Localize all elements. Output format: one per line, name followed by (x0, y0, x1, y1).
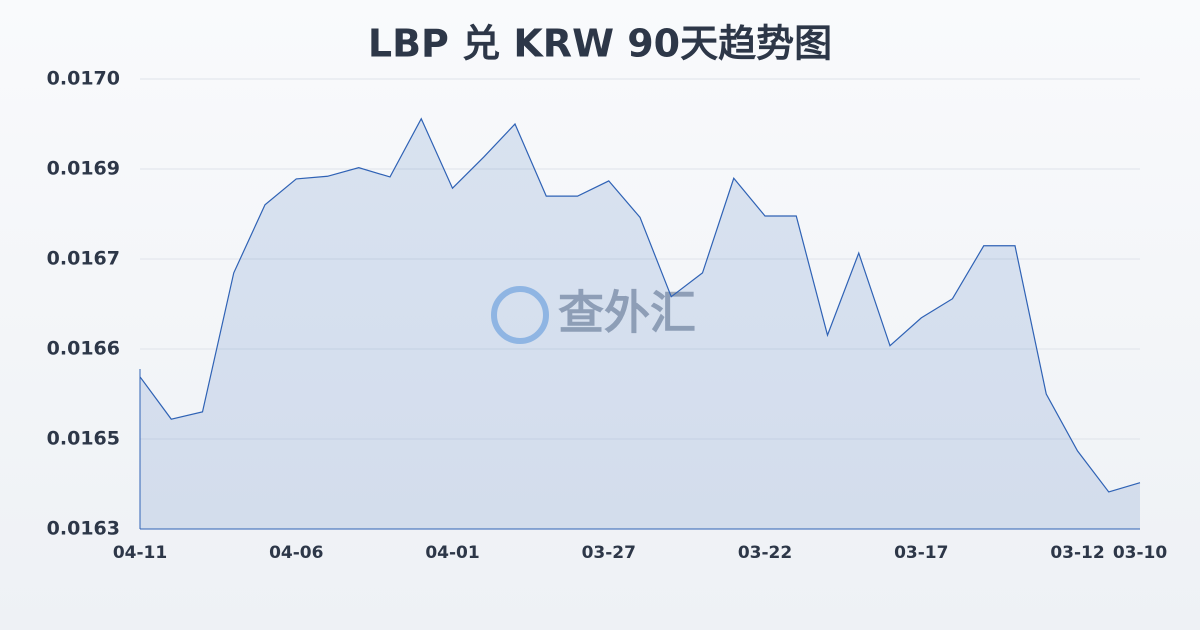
x-tick-label: 04-01 (425, 543, 479, 563)
y-tick-label: 0.0165 (47, 428, 120, 450)
line (139, 117, 1141, 493)
chart-title: LBP 兑 KRW 90天趋势图 (368, 22, 832, 66)
watermark-text: 查外汇 (558, 286, 696, 340)
x-tick-label: 04-06 (269, 543, 323, 563)
y-tick-label: 0.0170 (47, 68, 120, 90)
x-tick-label: 04-11 (113, 543, 167, 563)
x-tick-label: 03-17 (894, 543, 948, 563)
x-tick-label: 03-12 (1050, 543, 1104, 563)
watermark (491, 286, 549, 344)
area-fill (140, 118, 1140, 530)
y-tick-label: 0.0167 (47, 248, 120, 270)
x-tick-label: 03-22 (738, 543, 792, 563)
x-tick-label: 03-27 (582, 543, 636, 563)
y-tick-label: 0.0163 (47, 518, 120, 540)
watermark-icon (491, 286, 549, 344)
y-tick-label: 0.0166 (47, 338, 120, 360)
x-tick-label: 03-10 (1113, 543, 1168, 563)
y-tick-label: 0.0169 (47, 158, 120, 180)
